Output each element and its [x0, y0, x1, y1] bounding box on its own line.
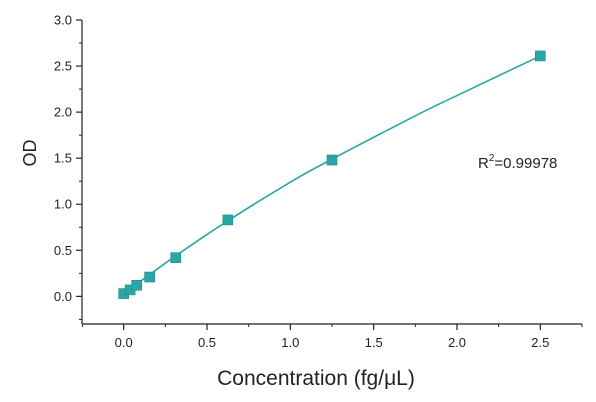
y-tick-label: 0.0: [54, 289, 72, 304]
data-points: [118, 50, 546, 299]
data-point: [131, 280, 142, 291]
axes: [81, 20, 582, 325]
fit-line-group: [123, 55, 541, 295]
x-tick-label: 2.5: [531, 335, 549, 350]
y-axis-label: OD: [20, 139, 40, 166]
y-tick-label: 0.5: [54, 243, 72, 258]
data-point: [535, 50, 546, 62]
x-tick-label: 1.5: [365, 335, 383, 350]
r-squared-superscript: 2: [489, 153, 495, 164]
x-axis-label: Concentration (fg/μL): [217, 367, 415, 390]
x-tick-label: 2.0: [448, 335, 466, 350]
data-point: [170, 252, 182, 263]
data-point: [222, 214, 234, 226]
y-tick-label: 1.5: [54, 151, 72, 166]
y-tick-label: 1.0: [54, 197, 72, 212]
x-tick-label: 1.0: [281, 335, 299, 350]
r-squared-annotation: R2=0.99978: [478, 153, 557, 172]
y-tick-label: 2.5: [54, 59, 72, 74]
r-squared-letter: R: [478, 155, 489, 172]
x-axis-ticks: 0.0 0.5 1.0 1.5 2.0 2.5: [82, 324, 583, 350]
y-tick-label: 2.0: [54, 105, 72, 120]
x-tick-label: 0.0: [115, 335, 133, 350]
r-squared-value: =0.99978: [494, 155, 557, 172]
y-axis-ticks: 0.0 0.5 1.0 1.5 2.0 2.5 3.0: [54, 13, 82, 320]
data-point: [326, 154, 338, 166]
fit-line: [123, 55, 541, 295]
x-tick-label: 0.5: [198, 335, 216, 350]
data-point: [144, 271, 155, 283]
y-tick-label: 3.0: [54, 13, 72, 28]
